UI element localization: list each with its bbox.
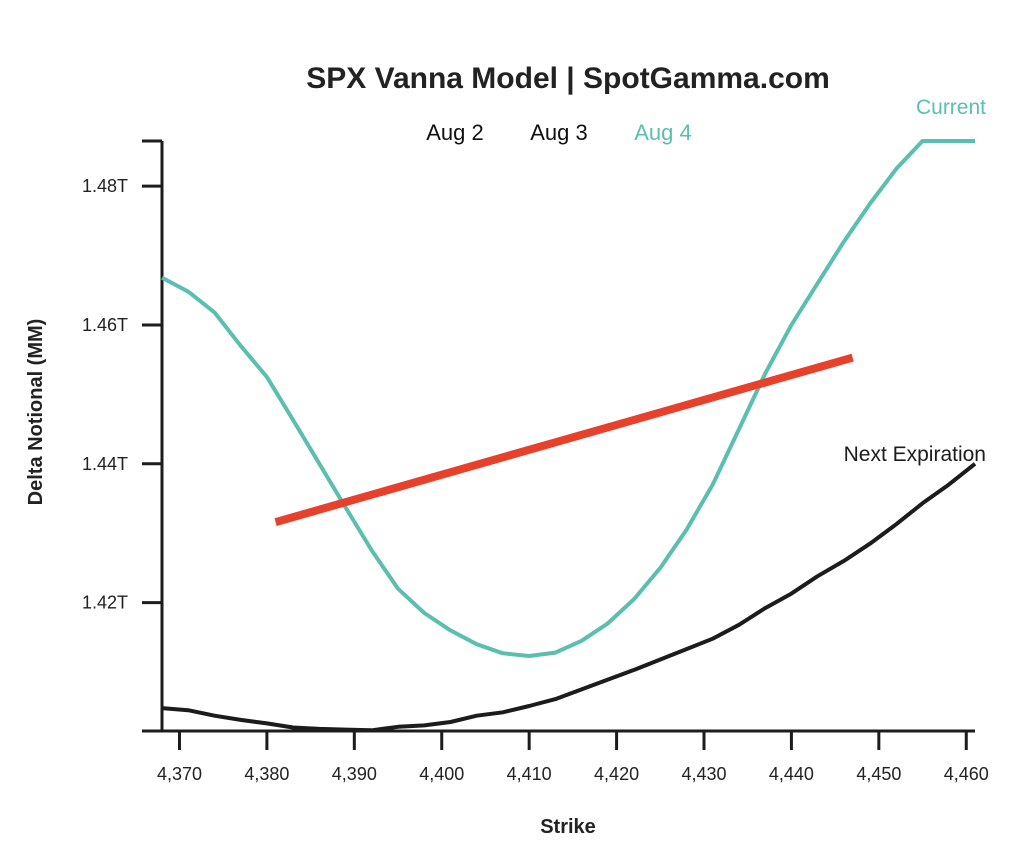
- tab-aug-4[interactable]: Aug 4: [634, 120, 692, 145]
- y-tick-label: 1.44T: [82, 454, 128, 474]
- series-label-next-expiration: Next Expiration: [844, 443, 986, 466]
- chart-title: SPX Vanna Model | SpotGamma.com: [306, 62, 830, 95]
- series-current: [161, 139, 975, 658]
- x-tick-label: 4,410: [507, 764, 552, 784]
- series-next-expiration: [161, 462, 977, 733]
- expiration-tabs: Aug 2 Aug 3 Aug 4: [426, 120, 692, 145]
- x-tick-label: 4,420: [594, 764, 639, 784]
- x-tick-label: 4,370: [157, 764, 202, 784]
- x-tick-label: 4,380: [244, 764, 289, 784]
- x-axis-label: Strike: [540, 816, 596, 838]
- y-tick-label: 1.42T: [82, 593, 128, 613]
- y-axis-label: Delta Notional (MM): [25, 319, 47, 506]
- y-tick-label: 1.48T: [82, 176, 128, 196]
- series-lines: [161, 139, 977, 733]
- x-tick-label: 4,430: [681, 764, 726, 784]
- trend-line: [274, 353, 854, 526]
- y-tick-label: 1.46T: [82, 315, 128, 335]
- series-labels: Current Next Expiration: [844, 96, 987, 466]
- x-tick-label: 4,390: [332, 764, 377, 784]
- x-tick-label: 4,460: [944, 764, 989, 784]
- tab-aug-2[interactable]: Aug 2: [426, 120, 484, 145]
- series-label-current: Current: [916, 96, 986, 119]
- x-tick-label: 4,440: [769, 764, 814, 784]
- x-tick-label: 4,400: [419, 764, 464, 784]
- axes: 1.42T 1.44T 1.46T 1.48T 4,370 4,380 4,390 4,400…: [82, 139, 989, 784]
- tab-aug-3[interactable]: Aug 3: [530, 120, 588, 145]
- x-tick-label: 4,450: [856, 764, 901, 784]
